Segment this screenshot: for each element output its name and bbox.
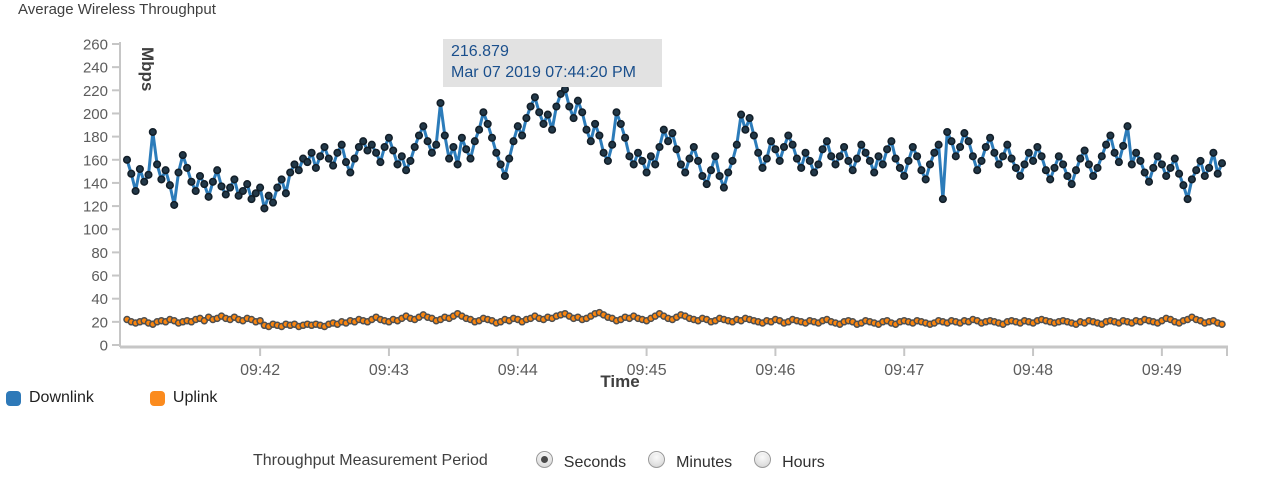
legend-label-uplink: Uplink	[172, 389, 218, 406]
tooltip-timestamp: Mar 07 2019 07:44:20 PM	[451, 64, 637, 81]
radio-label-seconds: Seconds	[563, 454, 627, 471]
svg-text:180: 180	[83, 129, 108, 146]
svg-text:20: 20	[91, 314, 108, 331]
radio-button-minutes[interactable]	[648, 451, 666, 468]
chart-legend: Downlink Uplink	[6, 389, 217, 407]
throughput-line-chart[interactable]: 0 20 40 60 80 100 120 140 160 180 200 220 240 260 09:4…	[0, 0, 1282, 395]
svg-text:09:43: 09:43	[369, 362, 409, 379]
radio-button-seconds[interactable]	[535, 451, 553, 468]
radio-group-seconds[interactable]: Seconds	[535, 450, 627, 472]
tooltip-value: 216.879	[451, 43, 509, 60]
svg-text:09:45: 09:45	[627, 362, 667, 379]
svg-text:100: 100	[83, 222, 108, 239]
svg-text:09:46: 09:46	[755, 362, 795, 379]
svg-text:Mbps: Mbps	[138, 47, 157, 91]
legend-item-uplink[interactable]: Uplink	[149, 389, 218, 407]
svg-text:120: 120	[83, 199, 108, 216]
svg-text:40: 40	[91, 291, 108, 308]
radio-label-hours: Hours	[782, 454, 825, 471]
uplink-swatch-icon	[149, 390, 165, 406]
radio-group-minutes[interactable]: Minutes	[648, 450, 732, 472]
legend-item-downlink[interactable]: Downlink	[6, 389, 94, 407]
svg-text:240: 240	[83, 60, 108, 77]
measurement-period-label: Throughput Measurement Period	[253, 452, 488, 469]
svg-text:09:48: 09:48	[1013, 362, 1053, 379]
svg-text:Time: Time	[600, 372, 639, 391]
svg-text:09:47: 09:47	[884, 362, 924, 379]
chart-tooltip: 216.879 Mar 07 2019 07:44:20 PM	[443, 39, 663, 87]
svg-text:09:42: 09:42	[240, 362, 280, 379]
radio-label-minutes: Minutes	[676, 454, 733, 471]
legend-label-downlink: Downlink	[29, 389, 94, 406]
svg-text:160: 160	[83, 152, 108, 169]
radio-button-hours[interactable]	[754, 451, 772, 468]
svg-text:09:49: 09:49	[1142, 362, 1182, 379]
svg-text:260: 260	[83, 37, 108, 54]
svg-text:09:44: 09:44	[498, 362, 538, 379]
chart-title: Average Wireless Throughput	[18, 1, 216, 18]
svg-text:80: 80	[91, 245, 108, 262]
svg-text:200: 200	[83, 106, 108, 123]
radio-group-hours[interactable]: Hours	[754, 450, 825, 472]
svg-text:220: 220	[83, 83, 108, 100]
svg-text:140: 140	[83, 175, 108, 192]
measurement-period-controls: Throughput Measurement Period Seconds Mi…	[253, 450, 825, 472]
svg-text:0: 0	[100, 338, 108, 355]
downlink-swatch-icon	[6, 390, 21, 406]
svg-text:60: 60	[91, 268, 108, 285]
